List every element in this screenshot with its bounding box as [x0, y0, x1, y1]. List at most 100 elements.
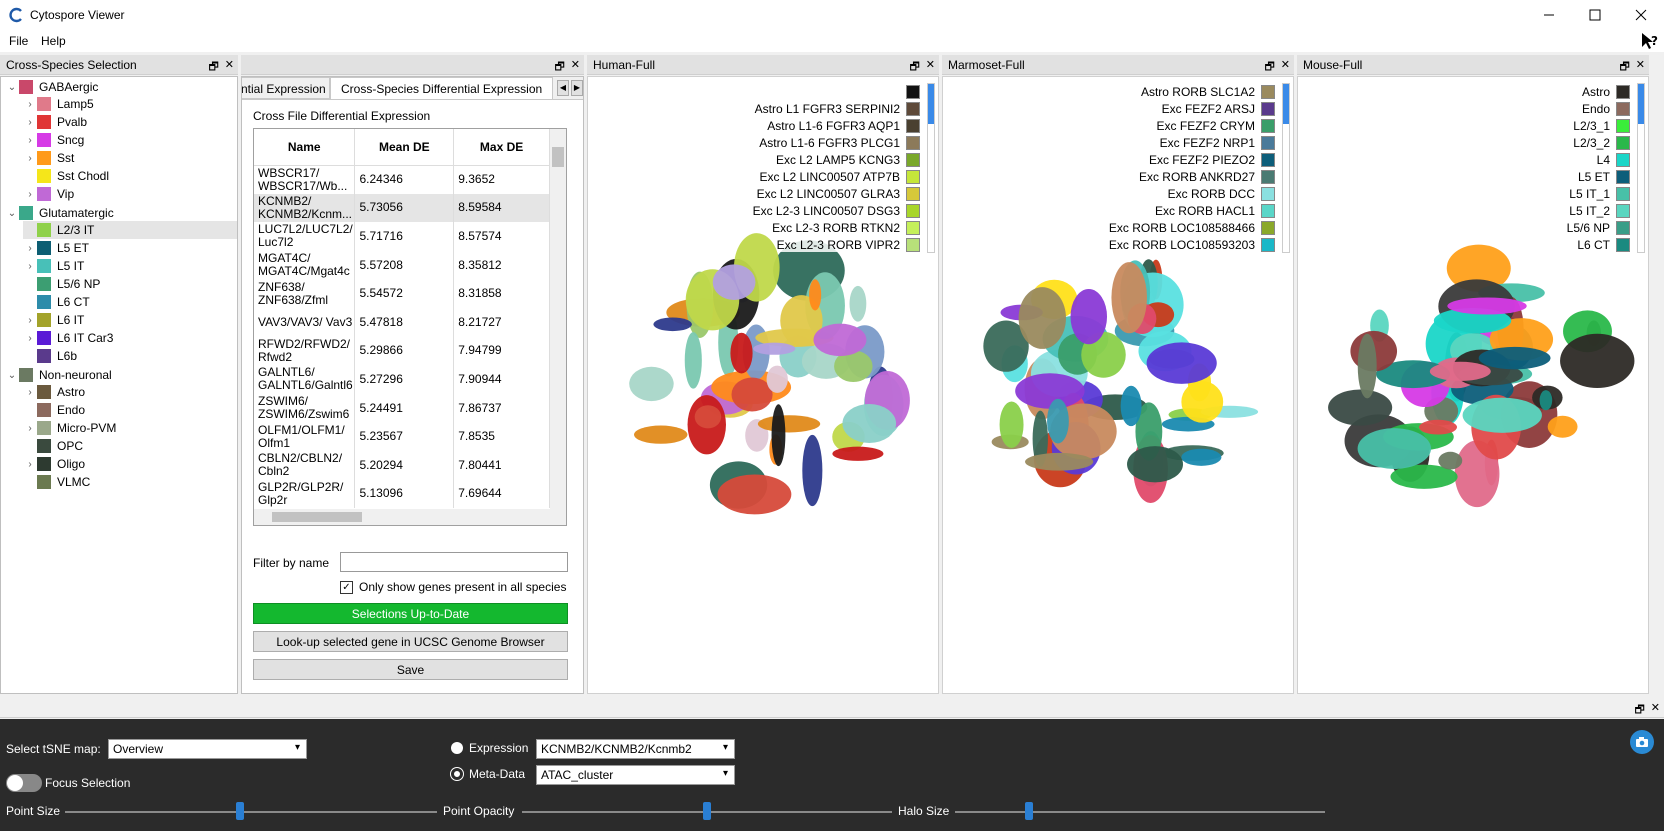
tree-group-glutamatergic[interactable]: ⌄ Glutamatergic [5, 204, 235, 222]
tree-item[interactable]: L5/6 NP [23, 275, 237, 293]
chevron-right-icon[interactable]: › [28, 116, 32, 128]
legend-item[interactable] [900, 83, 920, 100]
tree-group-gabaergic[interactable]: ⌄ GABAergic [5, 78, 235, 96]
selections-status-button[interactable]: Selections Up-to-Date [253, 603, 568, 624]
expression-dropdown[interactable]: KCNMB2/KCNMB2/Kcnmb2 [536, 739, 735, 759]
metadata-radio[interactable] [451, 768, 463, 780]
chevron-right-icon[interactable]: › [28, 314, 32, 326]
tree-item[interactable]: › Sst [23, 149, 237, 167]
close-icon[interactable]: ✕ [1635, 59, 1645, 71]
table-row[interactable]: RFWD2/RFWD2/ Rfwd2 5.29866 7.94799 [254, 336, 550, 366]
scatter-view-2[interactable]: Astro Endo L2/3_1 L2/3_2 L4 L5 ET L5 IT_1 L5 IT… [1297, 76, 1649, 694]
table-row[interactable]: CBLN2/CBLN2/ Cbln2 5.20294 7.80441 [254, 450, 550, 480]
menu-help[interactable]: Help [41, 34, 66, 48]
float-icon[interactable]: 🗗 [1264, 61, 1275, 73]
table-row[interactable]: WBSCR17/ WBSCR17/Wb... 6.24346 9.3652 [254, 165, 550, 194]
menu-file[interactable]: File [9, 34, 29, 48]
maximize-button[interactable] [1572, 0, 1618, 30]
tree-item[interactable]: L6 CT [23, 293, 237, 311]
chevron-right-icon[interactable]: › [28, 332, 32, 344]
legend-item[interactable]: Exc L2 LAMP5 KCNG3 [775, 151, 920, 168]
legend-item[interactable]: Exc FEZF2 PIEZO2 [1148, 151, 1275, 168]
legend-item[interactable]: L4 [1596, 151, 1630, 168]
float-icon[interactable]: 🗗 [554, 61, 565, 73]
tree-item[interactable]: L2/3 IT [23, 221, 237, 239]
chevron-right-icon[interactable]: › [28, 458, 32, 470]
float-icon[interactable]: 🗗 [1619, 61, 1630, 73]
screenshot-button[interactable] [1630, 730, 1654, 754]
legend-item[interactable]: L2/3_2 [1573, 134, 1630, 151]
chevron-right-icon[interactable]: › [28, 242, 32, 254]
table-row[interactable]: GLP2R/GLP2R/ Glp2r 5.13096 7.69644 [254, 479, 550, 509]
close-icon[interactable]: ✕ [570, 59, 580, 71]
tree-item[interactable]: › L6 IT [23, 311, 237, 329]
chevron-right-icon[interactable]: › [28, 386, 32, 398]
legend-item[interactable]: Exc L2 LINC00507 GLRA3 [756, 185, 920, 202]
lookup-ucsc-button[interactable]: Look-up selected gene in UCSC Genome Bro… [253, 631, 568, 652]
legend-item[interactable]: Exc RORB LOC108593203 [1108, 236, 1275, 253]
tree-item[interactable]: › Micro-PVM [23, 419, 237, 437]
chevron-right-icon[interactable]: › [28, 98, 32, 110]
scroll-thumb[interactable] [552, 147, 564, 167]
legend-item[interactable]: Astro [1581, 83, 1630, 100]
tree-item[interactable]: › Astro [23, 383, 237, 401]
legend-item[interactable]: Exc FEZF2 CRYM [1156, 117, 1275, 134]
legend-item[interactable]: L6 CT [1577, 236, 1630, 253]
scatter-view-0[interactable]: Astro L1 FGFR3 SERPINI2 Astro L1-6 FGFR3 … [587, 76, 939, 694]
expression-radio[interactable] [451, 742, 463, 754]
col-mean-de[interactable]: Mean DE [354, 129, 455, 166]
tab-right-icon[interactable]: ▶ [571, 80, 583, 96]
chevron-right-icon[interactable]: › [28, 422, 32, 434]
minimize-button[interactable] [1526, 0, 1572, 30]
legend-scroll-thumb[interactable] [928, 84, 934, 124]
close-icon[interactable]: ✕ [224, 59, 234, 71]
table-row[interactable]: ZSWIM6/ ZSWIM6/Zswim6 5.24491 7.86737 [254, 393, 550, 423]
tree-item[interactable]: › L6 IT Car3 [23, 329, 237, 347]
focus-toggle[interactable] [6, 774, 42, 792]
tree-group-non-neuronal[interactable]: ⌄ Non-neuronal [5, 366, 235, 384]
point-opacity-handle[interactable] [703, 802, 711, 820]
legend-item[interactable]: Astro L1-6 FGFR3 AQP1 [767, 117, 920, 134]
filter-input[interactable] [340, 552, 568, 572]
tree-item[interactable]: OPC [23, 437, 237, 455]
col-max-de[interactable]: Max DE [453, 129, 550, 166]
chevron-down-icon[interactable]: ⌄ [7, 369, 17, 381]
tsne-plot[interactable] [943, 77, 1294, 694]
metadata-dropdown[interactable]: ATAC_cluster [536, 765, 735, 785]
point-size-slider[interactable] [65, 811, 437, 813]
table-row[interactable]: KCNMB2/ KCNMB2/Kcnm... 5.73056 8.59584 [254, 193, 550, 223]
legend-item[interactable]: Exc RORB DCC [1167, 185, 1275, 202]
legend-item[interactable]: Astro RORB SLC1A2 [1140, 83, 1275, 100]
legend-item[interactable]: Exc FEZF2 NRP1 [1159, 134, 1275, 151]
legend-scroll-thumb[interactable] [1638, 84, 1644, 124]
legend-scrollbar[interactable] [1282, 83, 1290, 253]
legend-item[interactable]: Exc L2-3 LINC00507 DSG3 [752, 202, 920, 219]
legend-item[interactable]: Endo [1581, 100, 1630, 117]
tree-item[interactable]: › L5 ET [23, 239, 237, 257]
tab-differential-expression[interactable]: ntial Expression [242, 77, 330, 99]
chevron-right-icon[interactable]: › [28, 260, 32, 272]
legend-item[interactable]: Exc L2-3 RORB RTKN2 [772, 219, 920, 236]
legend-item[interactable]: L5/6 NP [1566, 219, 1630, 236]
table-row[interactable]: ZNF638/ ZNF638/Zfml 5.54572 8.31858 [254, 279, 550, 308]
chevron-right-icon[interactable]: › [28, 188, 32, 200]
legend-item[interactable]: L2/3_1 [1573, 117, 1630, 134]
tree-item[interactable]: Endo [23, 401, 237, 419]
legend-item[interactable]: L5 ET [1577, 168, 1630, 185]
vertical-scrollbar[interactable] [550, 129, 566, 510]
tsne-plot[interactable] [1298, 77, 1649, 694]
tree-item[interactable]: › L5 IT [23, 257, 237, 275]
float-icon[interactable]: 🗗 [909, 61, 920, 73]
whats-this-button[interactable]: ? [1640, 31, 1660, 51]
table-row[interactable]: OLFM1/OLFM1/ Olfm1 5.23567 7.8535 [254, 422, 550, 451]
h-scroll-thumb[interactable] [272, 512, 362, 522]
table-row[interactable]: GALNTL6/ GALNTL6/Galntl6 5.27296 7.90944 [254, 365, 550, 394]
chevron-right-icon[interactable]: › [28, 152, 32, 164]
tree-item[interactable]: › Lamp5 [23, 95, 237, 113]
halo-size-handle[interactable] [1025, 802, 1033, 820]
tree-item[interactable]: › Oligo [23, 455, 237, 473]
chevron-right-icon[interactable]: › [28, 134, 32, 146]
legend-item[interactable]: Astro L1 FGFR3 SERPINI2 [754, 100, 920, 117]
close-icon[interactable]: ✕ [1650, 702, 1660, 714]
tree-item[interactable]: Sst Chodl [23, 167, 237, 185]
